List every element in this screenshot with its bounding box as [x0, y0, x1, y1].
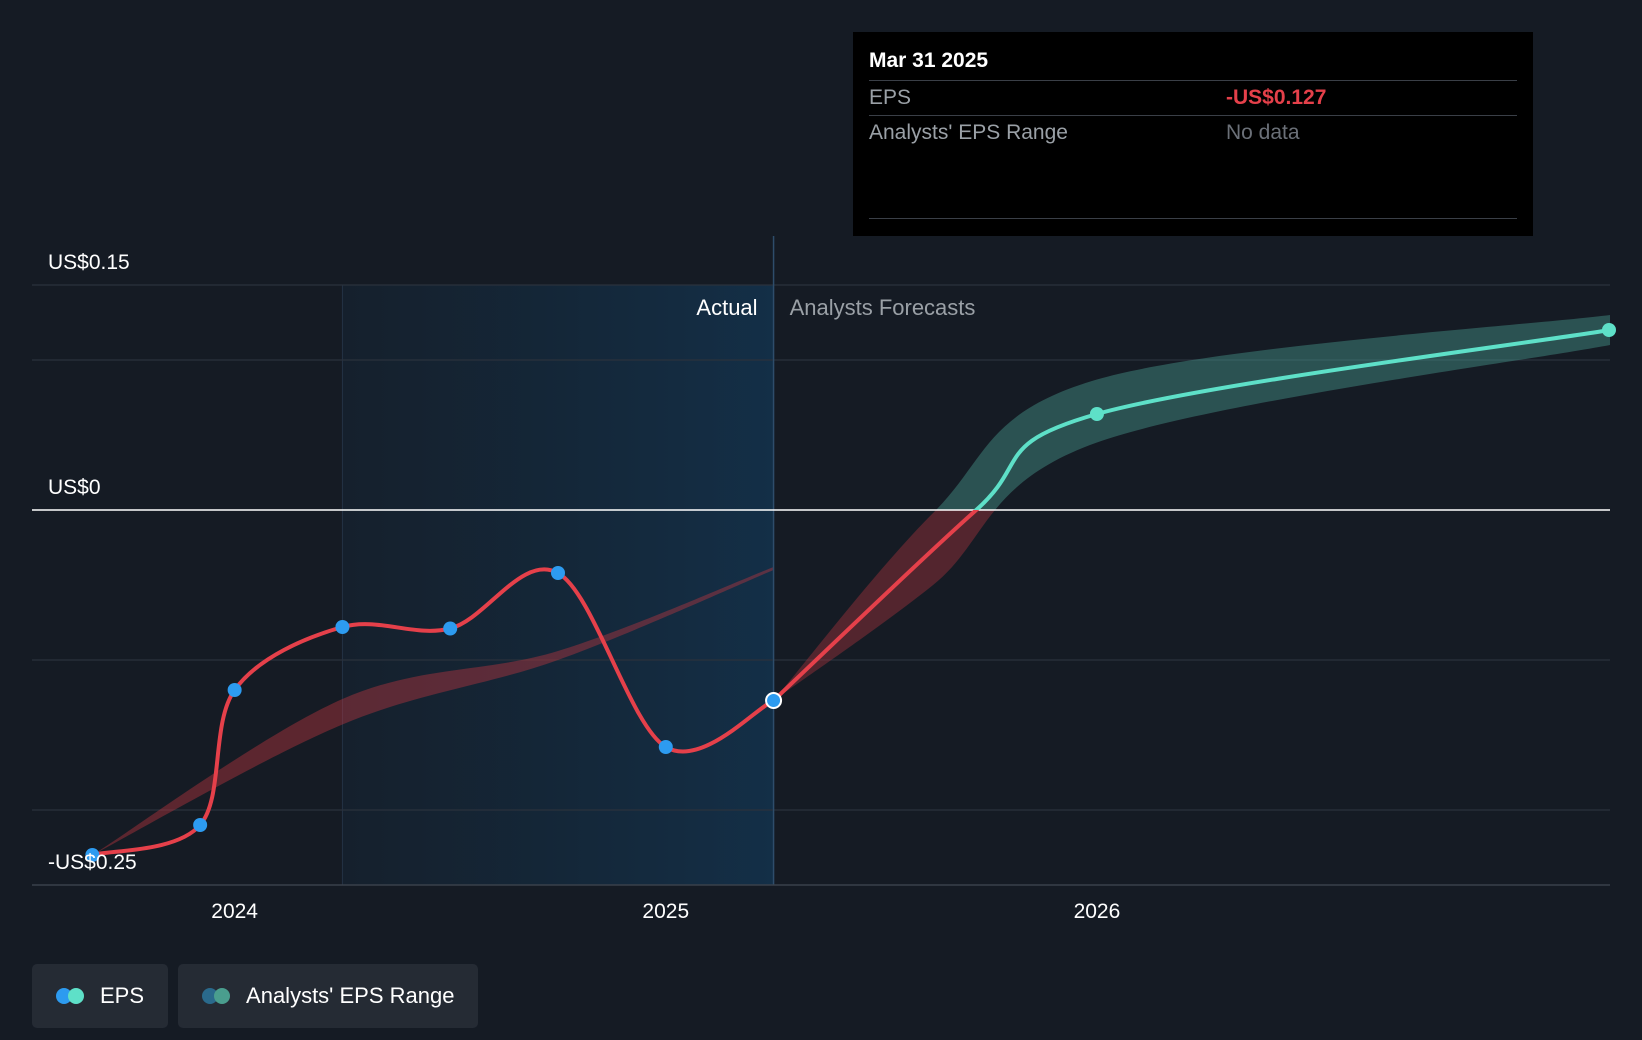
analyst-range-bands: [92, 315, 1610, 855]
eps-point-actual: [227, 683, 242, 697]
tooltip-eps-label: EPS: [869, 86, 912, 109]
eps-point-highlighted: [765, 692, 783, 709]
chart-legend: EPS Analysts' EPS Range: [32, 964, 479, 1028]
tooltip-range-value: No data: [1226, 121, 1300, 144]
eps-line-forecast-positive: [973, 328, 1611, 510]
x-axis-labels: 2024 2025 2026: [211, 900, 1120, 923]
legend-range-label: Analysts' EPS Range: [246, 983, 455, 1008]
past-year-highlight: [342, 285, 774, 885]
forecast-region-label: Analysts Forecasts: [790, 295, 976, 320]
hover-tooltip: Mar 31 2025 EPS -US$0.127 Analysts' EPS …: [853, 32, 1533, 236]
eps-legend-dot-forecast: [68, 988, 84, 1004]
actual-region-label: Actual: [696, 295, 757, 320]
tooltip-range-label: Analysts' EPS Range: [869, 121, 1068, 144]
y-tick-label: US$0: [48, 476, 101, 499]
tooltip-eps-value: -US$0.127: [1226, 86, 1327, 109]
eps-point-actual: [335, 620, 350, 634]
legend-item-analyst-range[interactable]: Analysts' EPS Range: [178, 964, 479, 1028]
eps-point-forecast: [1602, 323, 1616, 337]
tooltip-row-range: Analysts' EPS Range No data: [869, 115, 1517, 150]
eps-point-actual: [443, 621, 458, 636]
range-legend-dot-forecast: [214, 988, 231, 1004]
analyst-range-band-forecast-negative: [773, 510, 996, 701]
legend-item-eps[interactable]: EPS: [32, 964, 169, 1028]
y-tick-label: US$0.15: [48, 251, 130, 274]
eps-point-actual: [551, 566, 565, 580]
range-legend-icon: [202, 988, 232, 1004]
legend-eps-label: EPS: [100, 983, 145, 1008]
x-tick-label: 2025: [642, 900, 689, 923]
eps-point-actual: [193, 818, 208, 832]
y-axis-labels: US$0.15 US$0 -US$0.25: [48, 251, 137, 874]
x-tick-label: 2026: [1074, 900, 1121, 923]
tooltip-date: Mar 31 2025: [869, 49, 989, 72]
eps-legend-icon: [56, 988, 86, 1004]
eps-point-actual: [658, 740, 673, 754]
grid-lines: [32, 284, 1610, 811]
x-tick-label: 2024: [211, 900, 258, 923]
eps-line-actual: [90, 567, 776, 857]
eps-points: [85, 323, 1616, 862]
eps-point-actual: [85, 848, 100, 862]
eps-lines: [90, 328, 1611, 857]
eps-line-forecast-negative: [772, 510, 980, 702]
y-tick-label: -US$0.25: [48, 851, 137, 874]
analyst-range-band-forecast-positive: [935, 315, 1610, 510]
tooltip-row-eps: EPS -US$0.127: [869, 80, 1517, 115]
tooltip-divider: [869, 218, 1517, 219]
eps-point-forecast: [1089, 407, 1104, 421]
